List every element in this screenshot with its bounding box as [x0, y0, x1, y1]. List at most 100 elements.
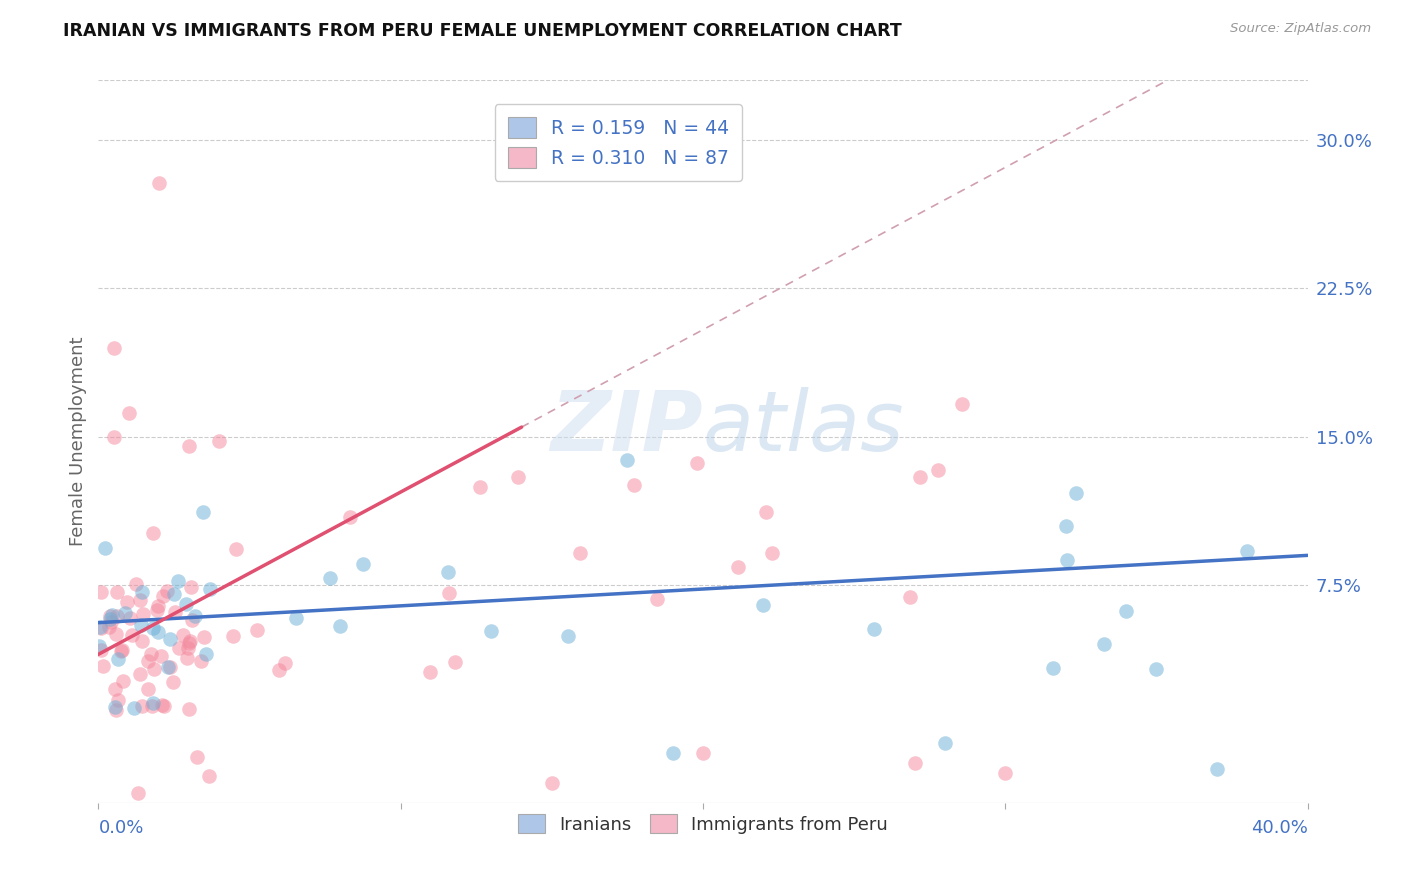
Point [727, 560, 749, 574]
Text: ZIP: ZIP [550, 386, 703, 467]
Point [129, 667, 152, 681]
Point [127, 786, 149, 800]
Point [146, 624, 169, 639]
Point [146, 603, 169, 617]
Point [506, 470, 529, 484]
Point [193, 630, 215, 644]
Point [184, 609, 207, 624]
Point [1064, 486, 1087, 500]
Point [1056, 553, 1078, 567]
Text: Source: ZipAtlas.com: Source: ZipAtlas.com [1230, 22, 1371, 36]
Text: 0.0%: 0.0% [98, 819, 143, 837]
Point [115, 594, 138, 608]
Point [177, 702, 200, 716]
Point [352, 558, 374, 572]
Point [195, 647, 218, 661]
Point [159, 660, 181, 674]
Point [150, 698, 173, 712]
Point [863, 622, 886, 636]
Point [142, 696, 165, 710]
Point [89, 620, 111, 634]
Point [120, 611, 142, 625]
Point [180, 613, 202, 627]
Point [104, 700, 127, 714]
Point [180, 580, 202, 594]
Point [118, 406, 141, 420]
Point [904, 756, 927, 771]
Point [1042, 661, 1064, 675]
Point [94, 541, 117, 556]
Point [437, 586, 460, 600]
Point [162, 674, 184, 689]
Point [111, 673, 134, 688]
Point [623, 477, 645, 491]
Point [934, 736, 956, 750]
Legend: Iranians, Immigrants from Peru: Iranians, Immigrants from Peru [510, 806, 896, 841]
Point [131, 607, 153, 621]
Point [104, 681, 127, 696]
Point [319, 571, 342, 585]
Point [167, 640, 190, 655]
Point [150, 648, 173, 663]
Point [87, 639, 110, 653]
Point [146, 599, 169, 613]
Point [159, 632, 181, 646]
Point [176, 641, 198, 656]
Point [136, 654, 159, 668]
Point [174, 597, 197, 611]
Point [274, 656, 297, 670]
Point [208, 434, 231, 448]
Point [191, 505, 214, 519]
Point [141, 647, 163, 661]
Point [755, 505, 778, 519]
Point [692, 747, 714, 761]
Point [645, 592, 668, 607]
Point [142, 526, 165, 541]
Point [136, 681, 159, 696]
Point [163, 587, 186, 601]
Point [110, 643, 132, 657]
Point [156, 584, 179, 599]
Point [122, 701, 145, 715]
Point [927, 463, 949, 477]
Point [98, 608, 121, 623]
Point [100, 615, 122, 629]
Point [246, 623, 269, 637]
Point [91, 659, 114, 673]
Point [1236, 544, 1258, 558]
Point [950, 397, 973, 411]
Point [179, 633, 201, 648]
Point [141, 698, 163, 713]
Point [90, 585, 112, 599]
Point [121, 628, 143, 642]
Point [198, 582, 221, 596]
Point [569, 546, 592, 560]
Point [752, 598, 775, 612]
Point [105, 585, 128, 599]
Point [90, 621, 112, 635]
Text: atlas: atlas [703, 386, 904, 467]
Y-axis label: Female Unemployment: Female Unemployment [69, 337, 87, 546]
Point [1206, 762, 1229, 776]
Point [1115, 604, 1137, 618]
Point [339, 510, 361, 524]
Point [179, 636, 201, 650]
Point [540, 776, 562, 790]
Point [114, 606, 136, 620]
Point [105, 609, 128, 624]
Point [142, 662, 165, 676]
Point [186, 750, 208, 764]
Point [686, 456, 709, 470]
Point [222, 629, 245, 643]
Point [142, 622, 165, 636]
Point [179, 440, 201, 454]
Point [898, 590, 921, 604]
Point [908, 469, 931, 483]
Point [481, 624, 503, 638]
Point [1144, 662, 1167, 676]
Point [103, 341, 125, 355]
Point [152, 589, 174, 603]
Point [103, 429, 125, 443]
Point [557, 629, 579, 643]
Point [129, 593, 152, 607]
